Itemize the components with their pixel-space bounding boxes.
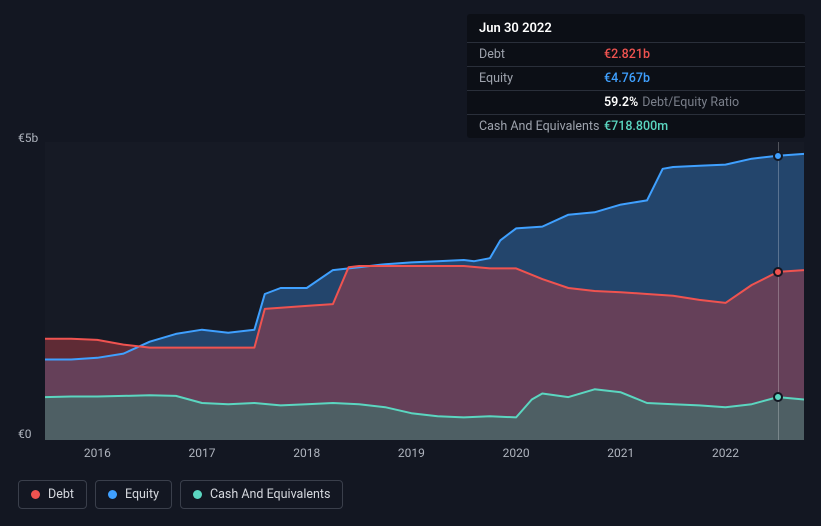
x-tick: 2018 bbox=[293, 446, 320, 460]
x-tick: 2020 bbox=[503, 446, 530, 460]
x-tick: 2017 bbox=[189, 446, 216, 460]
legend-label: Debt bbox=[48, 487, 74, 502]
legend-label: Cash And Equivalents bbox=[210, 487, 330, 502]
tooltip-value: €4.767b bbox=[604, 71, 650, 86]
x-tick: 2019 bbox=[398, 446, 425, 460]
tooltip-row-ratio: 59.2%Debt/Equity Ratio bbox=[467, 90, 805, 114]
chart-plot[interactable] bbox=[45, 142, 804, 440]
legend-item-debt[interactable]: Debt bbox=[18, 480, 87, 509]
tooltip-row-debt: Debt €2.821b bbox=[467, 42, 805, 66]
x-tick: 2016 bbox=[84, 446, 111, 460]
tooltip-value: €718.800m bbox=[604, 119, 668, 134]
chart-tooltip: Jun 30 2022 Debt €2.821b Equity €4.767b … bbox=[467, 14, 805, 138]
tooltip-label: Cash And Equivalents bbox=[479, 119, 604, 134]
legend-swatch bbox=[193, 490, 202, 499]
tooltip-value: 59.2%Debt/Equity Ratio bbox=[604, 95, 739, 110]
legend-item-cash[interactable]: Cash And Equivalents bbox=[180, 480, 343, 509]
legend-item-equity[interactable]: Equity bbox=[95, 480, 172, 509]
chart-legend: Debt Equity Cash And Equivalents bbox=[18, 480, 343, 509]
tooltip-label: Debt bbox=[479, 47, 604, 62]
series-marker bbox=[773, 267, 783, 277]
x-tick: 2021 bbox=[607, 446, 634, 460]
x-axis: 2016 2017 2018 2019 2020 2021 2022 bbox=[45, 446, 804, 466]
series-marker bbox=[773, 151, 783, 161]
series-marker bbox=[773, 392, 783, 402]
chart-svg bbox=[45, 142, 804, 440]
y-tick-min: €0 bbox=[18, 427, 32, 441]
x-tick: 2022 bbox=[712, 446, 739, 460]
tooltip-value: €2.821b bbox=[604, 47, 650, 62]
tooltip-row-cash: Cash And Equivalents €718.800m bbox=[467, 114, 805, 138]
chart-area: €5b €0 2016201720182019202020212022 bbox=[18, 124, 804, 440]
tooltip-label: Equity bbox=[479, 71, 604, 86]
legend-swatch bbox=[31, 490, 40, 499]
tooltip-row-equity: Equity €4.767b bbox=[467, 66, 805, 90]
legend-label: Equity bbox=[125, 487, 159, 502]
y-tick-max: €5b bbox=[18, 131, 38, 145]
tooltip-date: Jun 30 2022 bbox=[467, 14, 805, 42]
legend-swatch bbox=[108, 490, 117, 499]
